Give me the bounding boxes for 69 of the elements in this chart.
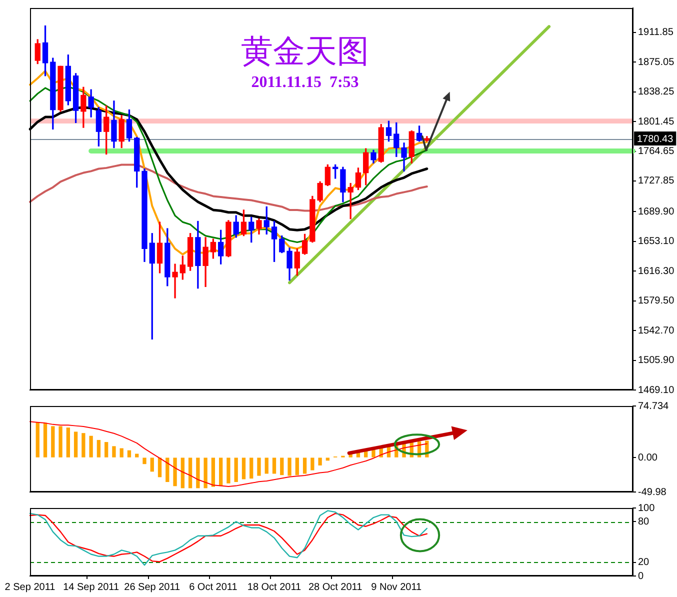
bar xyxy=(295,458,299,476)
ref-line-label: 1780.43 xyxy=(637,134,674,145)
bar xyxy=(173,458,177,486)
bar xyxy=(302,458,307,474)
bar xyxy=(74,432,78,458)
y-tick-label: 1616.30 xyxy=(638,266,675,277)
y-tick-label: 1505.90 xyxy=(638,355,675,366)
bar xyxy=(51,426,55,458)
bar xyxy=(234,458,238,482)
y-tick-label: 80 xyxy=(638,516,650,528)
y-tick-label: 1653.10 xyxy=(638,236,675,248)
bar xyxy=(188,458,192,488)
bar xyxy=(158,458,162,478)
x-tick-label: 9 Nov 2011 xyxy=(371,582,422,593)
y-tick-label: -49.98 xyxy=(638,486,667,498)
y-tick-label: 0 xyxy=(638,570,644,582)
y-tick-label: 1764.65 xyxy=(638,146,675,158)
y-tick-label: 1469.10 xyxy=(638,384,675,396)
x-tick-label: 28 Oct 2011 xyxy=(308,582,363,593)
bar xyxy=(310,458,314,470)
bar xyxy=(104,442,108,458)
y-tick-label: 0.00 xyxy=(638,452,658,464)
x-tick-label: 6 Oct 2011 xyxy=(189,582,238,593)
y-tick-label: 20 xyxy=(638,557,650,568)
y-tick-label: 74.734 xyxy=(638,400,670,412)
bar xyxy=(66,428,70,458)
bar xyxy=(180,458,184,488)
bar xyxy=(150,458,154,472)
y-tick-label: 1911.85 xyxy=(638,27,674,38)
bar xyxy=(89,436,93,458)
bar xyxy=(112,446,116,458)
y-tick-label: 100 xyxy=(638,502,656,514)
bar xyxy=(257,458,261,476)
bar xyxy=(135,454,139,458)
text: 2011.11.15 7:53 xyxy=(250,74,360,92)
y-tick-label: 1838.25 xyxy=(638,86,675,98)
bar xyxy=(272,458,276,474)
bar xyxy=(264,458,268,474)
bar xyxy=(318,458,322,466)
x-tick-label: 26 Sep 2011 xyxy=(124,582,181,593)
bar xyxy=(120,448,124,458)
y-tick-label: 1689.90 xyxy=(638,206,675,218)
bar xyxy=(326,458,330,461)
bar xyxy=(211,458,216,487)
x-tick-label: 2 Sep 2011 xyxy=(4,582,56,593)
x-tick-label: 14 Sep 2011 xyxy=(63,582,120,593)
bar xyxy=(127,450,132,458)
bar xyxy=(288,458,292,476)
y-tick-label: 1727.85 xyxy=(638,176,675,187)
bar xyxy=(196,458,200,488)
bar xyxy=(166,458,170,482)
y-tick-label: 1542.70 xyxy=(638,325,675,336)
bar xyxy=(58,426,62,458)
bar xyxy=(96,440,101,458)
bar xyxy=(82,433,86,458)
x-tick-label: 18 Oct 2011 xyxy=(247,582,302,593)
bar xyxy=(43,422,48,458)
y-tick-label: 1875.05 xyxy=(638,56,675,68)
text: 黄金天图 xyxy=(240,33,370,69)
bar xyxy=(242,458,246,480)
bar xyxy=(204,458,208,488)
bar xyxy=(142,458,146,464)
bar xyxy=(226,458,230,484)
y-tick-label: 1801.45 xyxy=(638,116,675,128)
bar xyxy=(218,458,223,486)
y-tick-label: 1579.50 xyxy=(638,296,675,307)
bar xyxy=(280,458,284,476)
bar xyxy=(36,422,40,458)
bar xyxy=(250,458,254,479)
